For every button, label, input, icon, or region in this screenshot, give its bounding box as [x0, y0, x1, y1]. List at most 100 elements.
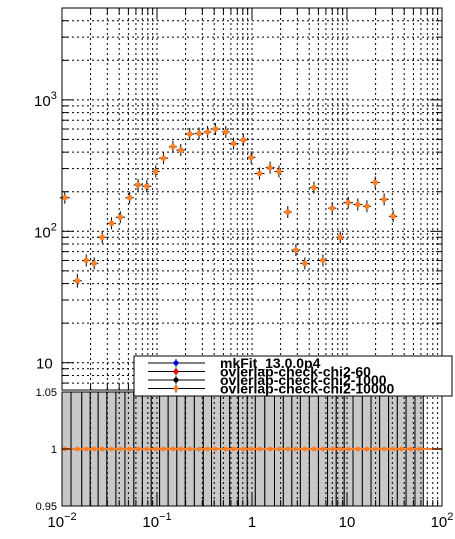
data-point	[345, 199, 352, 206]
data-point	[276, 168, 282, 175]
main-panel: 103 102 10	[34, 7, 443, 391]
ratio-point	[276, 446, 282, 452]
ratio-point	[337, 446, 343, 452]
ratio-point	[91, 446, 97, 452]
main-grid	[62, 8, 442, 390]
data-point	[160, 155, 167, 161]
data-point	[329, 205, 336, 211]
data-point	[135, 182, 141, 188]
data-point	[364, 203, 370, 210]
ratio-point	[240, 446, 246, 452]
data-point	[83, 257, 90, 264]
data-point	[248, 154, 254, 161]
data-point	[99, 234, 106, 241]
ratio-point	[381, 446, 387, 452]
ratio-y-tick-labels: 1.05 1 0.95	[36, 387, 57, 513]
legend-marker	[173, 386, 179, 391]
data-point	[267, 164, 273, 171]
ratio-point	[161, 446, 166, 452]
data-point	[91, 260, 97, 267]
legend-label: ovlerlap-check-chi2-1000	[220, 372, 387, 388]
data-point	[337, 234, 344, 241]
ratio-point	[408, 446, 414, 452]
ratio-point	[311, 446, 317, 452]
ratio-point	[231, 446, 236, 452]
ratio-point	[153, 446, 159, 452]
ratio-point	[213, 446, 218, 452]
data-point	[117, 214, 124, 220]
data-point	[108, 220, 115, 227]
ratio-point	[390, 446, 396, 452]
data-point	[256, 170, 263, 177]
data-point	[390, 213, 396, 220]
ratio-point	[355, 446, 361, 452]
ratio-point	[74, 446, 80, 452]
ratio-y-tick-label: 0.95	[36, 501, 57, 513]
legend-entries: mkFit_13.0.0p4ovlerlap-check-chi2-60ovle…	[148, 355, 395, 397]
data-point	[212, 126, 219, 132]
data-point	[311, 184, 317, 191]
ratio-point	[257, 446, 262, 452]
ratio-axis-ticks	[62, 391, 442, 507]
data-point	[177, 147, 184, 153]
x-tick-label: 10	[339, 514, 356, 531]
ratio-point	[127, 446, 133, 452]
ratio-panel: 1.05 1 0.95 10−2 10−1 1 10 102	[36, 387, 454, 531]
legend-marker	[173, 369, 179, 374]
main-y-tick-label: 103	[34, 90, 57, 110]
ratio-point	[99, 446, 105, 452]
legend-label: ovlerlap-check-chi2-60	[220, 364, 371, 380]
data-point	[240, 137, 247, 143]
ratio-point	[364, 446, 370, 452]
ratio-point	[267, 446, 273, 452]
ratio-point	[329, 446, 335, 452]
data-point	[293, 247, 299, 253]
legend: mkFit_13.0.0p4ovlerlap-check-chi2-60ovle…	[133, 355, 453, 397]
x-tick-label: 10−1	[142, 511, 171, 531]
data-point	[372, 179, 378, 186]
main-y-tick-labels: 103 102 10	[34, 90, 57, 373]
legend-marker	[173, 360, 179, 366]
data-point	[143, 183, 150, 190]
ratio-point	[248, 446, 254, 452]
x-tick-label: 102	[431, 511, 454, 531]
ratio-point	[170, 446, 176, 452]
ratio-point	[117, 446, 123, 452]
ratio-point	[293, 446, 299, 452]
legend-marker	[173, 377, 179, 383]
legend-label: mkFit_13.0.0p4	[220, 355, 321, 371]
data-point	[152, 168, 159, 175]
ratio-point	[83, 446, 89, 452]
ratio-point	[135, 446, 141, 452]
data-point	[61, 194, 68, 201]
main-y-tick-label: 10	[36, 356, 53, 373]
x-tick-labels: 10−2 10−1 1 10 102	[47, 511, 453, 531]
ratio-point	[205, 446, 211, 452]
ratio-point	[372, 446, 378, 452]
ratio-point	[109, 446, 114, 452]
x-tick-label: 1	[248, 514, 256, 531]
x-tick-label: 10−2	[47, 511, 76, 531]
data-point	[170, 143, 176, 150]
data-point	[223, 129, 229, 135]
ratio-point	[223, 446, 229, 452]
data-point	[126, 194, 133, 201]
ratio-point	[345, 446, 351, 452]
data-point	[320, 257, 326, 264]
data-point	[204, 129, 211, 135]
ratio-point	[416, 446, 422, 452]
ratio-point	[144, 446, 150, 452]
data-point	[230, 140, 237, 147]
ratio-point	[178, 446, 184, 452]
data-point	[302, 260, 308, 267]
ratio-point	[302, 446, 308, 452]
main-data-points	[59, 123, 398, 288]
data-point	[284, 209, 291, 215]
ratio-point	[320, 446, 326, 452]
legend-label: ovlerlap-check-chi2-10000	[220, 381, 395, 397]
data-point	[381, 196, 387, 203]
ratio-y-tick-label: 1.05	[36, 387, 57, 399]
data-point	[74, 278, 81, 284]
data-point	[196, 130, 202, 137]
